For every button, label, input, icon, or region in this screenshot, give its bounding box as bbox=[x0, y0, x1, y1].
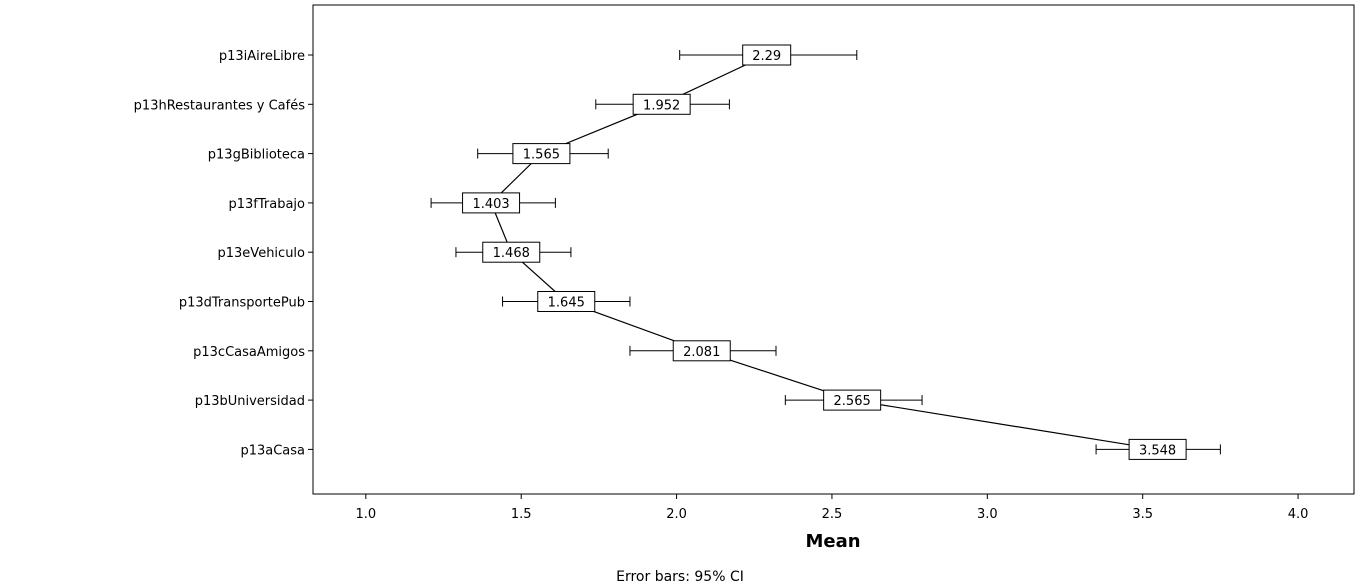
data-point-label: 1.565 bbox=[523, 148, 560, 163]
y-tick-label: p13bUniversidad bbox=[195, 394, 305, 409]
data-point-label: 2.565 bbox=[834, 394, 871, 409]
y-tick-label: p13iAireLibre bbox=[219, 49, 305, 64]
data-point-label: 1.645 bbox=[548, 296, 585, 311]
data-point-box bbox=[512, 143, 571, 165]
data-point-label: 2.081 bbox=[683, 345, 720, 360]
data-point-label: 2.29 bbox=[752, 49, 781, 64]
y-tick-label: p13cCasaAmigos bbox=[193, 345, 305, 360]
x-tick-label: 2.5 bbox=[822, 507, 843, 522]
x-tick-label: 3.5 bbox=[1132, 507, 1153, 522]
data-point-box bbox=[672, 340, 731, 362]
y-tick-label: p13aCasa bbox=[240, 443, 305, 458]
x-tick-label: 3.0 bbox=[977, 507, 998, 522]
plot-area-frame bbox=[312, 4, 1355, 495]
data-point-label: 3.548 bbox=[1139, 443, 1176, 458]
data-point-box bbox=[742, 44, 792, 66]
data-point-box bbox=[1128, 438, 1187, 460]
x-axis: 1.0 1.5 2.0 2.5 3.0 3.5 4.0 bbox=[355, 494, 1308, 522]
y-tick-label: p13dTransportePub bbox=[179, 296, 305, 311]
data-point-box bbox=[823, 389, 882, 411]
x-tick-label: 4.0 bbox=[1288, 507, 1309, 522]
data-point-label: 1.403 bbox=[472, 197, 509, 212]
data-labels: 2.29 1.952 1.565 1.403 1.468 1.645 2.081 2.565 3… bbox=[462, 44, 1187, 460]
data-point-box bbox=[462, 192, 521, 214]
y-tick-label: p13hRestaurantes y Cafés bbox=[134, 98, 306, 113]
data-point-box bbox=[537, 291, 596, 312]
y-tick-label: p13eVehiculo bbox=[218, 246, 306, 261]
data-point-box bbox=[482, 241, 541, 263]
data-point-label: 1.468 bbox=[493, 246, 530, 261]
error-bar-footnote: Error bars: 95% CI bbox=[616, 569, 744, 585]
data-point-label: 1.952 bbox=[643, 98, 680, 113]
data-point-box bbox=[632, 93, 691, 115]
y-axis: p13iAireLibre p13hRestaurantes y Cafés p13… bbox=[134, 49, 313, 458]
y-tick-label: p13gBiblioteca bbox=[208, 148, 305, 163]
x-axis-title: Mean bbox=[805, 531, 860, 552]
x-tick-label: 1.5 bbox=[511, 507, 532, 522]
y-tick-label: p13fTrabajo bbox=[229, 197, 306, 212]
x-tick-label: 1.0 bbox=[355, 507, 376, 522]
x-tick-label: 2.0 bbox=[666, 507, 687, 522]
